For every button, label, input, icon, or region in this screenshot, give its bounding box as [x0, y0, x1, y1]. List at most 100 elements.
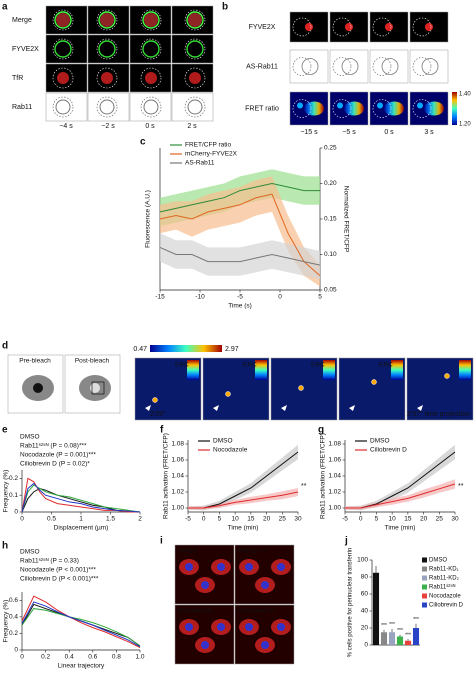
cell-signal: [391, 360, 403, 380]
y-tick-label: 0.4: [9, 614, 18, 621]
legend-swatch: [422, 593, 427, 599]
y-tick-label: 1.02: [328, 489, 341, 496]
cell-signal: [424, 101, 444, 116]
roi-circle: [292, 57, 312, 76]
legend-label: Ciliobrevin D (P < 0.001)***: [20, 576, 99, 583]
cell-signal: [187, 360, 199, 380]
legend-label: Nocodazole (P < 0.001)***: [20, 567, 96, 574]
image-label: Pre-bleach: [19, 358, 51, 365]
x-axis-label: Time (s): [228, 303, 252, 310]
cell-signal: [301, 58, 319, 75]
time-label: −2 s: [101, 123, 115, 130]
legend-label: DMSO: [370, 438, 390, 445]
roi-circle: [332, 17, 352, 37]
legend-label: Nocodazole: [213, 447, 248, 454]
y2-tick-label: 0.05: [324, 287, 337, 294]
colorbar-label: 0.47: [133, 346, 147, 353]
roi-circle: [184, 67, 206, 89]
cell-signal: [261, 641, 269, 649]
x-tick-label: 20: [420, 516, 428, 523]
roi-circle: [412, 99, 432, 118]
cell-signal: [337, 102, 343, 109]
cell-signal: [444, 373, 450, 379]
roi-circle: [372, 17, 392, 37]
cell-signal: [217, 563, 225, 571]
cell-signal: [417, 102, 423, 109]
legend-swatch: [422, 602, 427, 608]
cell-signal: [304, 101, 324, 116]
series-line: [159, 246, 321, 266]
panel-letter: a: [2, 2, 8, 13]
x-tick-label: 5: [218, 516, 222, 523]
y-tick-label: 40: [361, 608, 369, 615]
error-band: [160, 176, 320, 287]
roi-circle: [52, 38, 74, 60]
row-label: FYVE2X: [249, 24, 276, 31]
x-tick-label: 25: [436, 516, 444, 523]
row-label: AS-Rab11: [246, 63, 278, 70]
time-label: −4 s: [59, 123, 73, 130]
colorbar-label: 1.40: [459, 92, 471, 98]
micrograph: [129, 34, 172, 64]
x-tick-label: 0.5: [47, 516, 56, 523]
cell-signal: [245, 623, 253, 631]
roi-circle: [96, 96, 118, 118]
legend-swatch: [422, 584, 427, 590]
roi-circle: [332, 57, 352, 76]
y-tick-label: 0.2: [9, 475, 18, 482]
cell-signal: [425, 23, 433, 31]
y2-tick-label: 0.10: [324, 251, 337, 258]
arrowhead: [213, 405, 219, 411]
cell-signal: [142, 40, 160, 58]
cell-signal: [377, 102, 383, 109]
roi-circle: [412, 57, 432, 76]
colorbar: [150, 345, 222, 352]
cell-signal: [90, 383, 100, 393]
cell-signal: [201, 641, 209, 649]
y2-tick-label: 0.20: [324, 180, 337, 187]
legend-label: Rab11ˢ²⁵ᴺ (P = 0.08)***: [20, 443, 87, 450]
x-axis-label: Linear trajectory: [58, 663, 105, 670]
y2-axis-label: Normalized FRET/CFP: [342, 186, 349, 252]
cell-signal: [225, 391, 231, 397]
roi-circle: [96, 38, 118, 60]
time-label: 3 s: [424, 129, 434, 136]
legend-label: Ciliobrevin D (P = 0.02)*: [20, 461, 90, 468]
cell-signal: [33, 383, 43, 393]
bar: [396, 636, 404, 645]
error-band: [160, 233, 320, 280]
legend-label: DMSO: [20, 434, 40, 441]
y-tick-label: 0.6: [9, 597, 18, 604]
erc-label: ERC: [379, 362, 393, 369]
y-tick-label: 80: [361, 574, 369, 581]
y-tick-label: 1.08: [171, 441, 184, 448]
y-tick-label: 1.04: [328, 473, 341, 480]
panel-letter: i: [160, 536, 163, 547]
cell-signal: [57, 72, 69, 84]
time-label: 0 s: [145, 123, 155, 130]
cell-signal: [371, 379, 377, 385]
cell-signal: [385, 23, 393, 31]
x-tick-label: -5: [342, 516, 348, 523]
y-tick-label: 1.06: [328, 457, 341, 464]
legend-label: Rab11ˢ²⁵ᴺ: [429, 584, 456, 591]
cell-signal: [298, 385, 304, 391]
roi-circle: [140, 38, 162, 60]
x-tick-label: -10: [195, 294, 205, 301]
roi-circle: [184, 9, 206, 31]
time-label: 2′28′′: [150, 411, 166, 418]
y-tick-label: 1.06: [171, 457, 184, 464]
x-tick-label: 0: [278, 294, 282, 301]
cell-signal: [54, 11, 72, 29]
cell-signal: [56, 13, 70, 27]
y-axis-label: Fluorescence (A.U.): [145, 190, 152, 248]
arrowhead: [417, 405, 423, 411]
panel-letter: h: [2, 541, 8, 552]
cell-signal: [144, 13, 158, 27]
cell-signal: [344, 101, 364, 116]
bar: [388, 632, 396, 645]
cell-signal: [186, 40, 204, 58]
bar: [412, 628, 420, 645]
image-label: Post-bleach: [75, 358, 110, 365]
